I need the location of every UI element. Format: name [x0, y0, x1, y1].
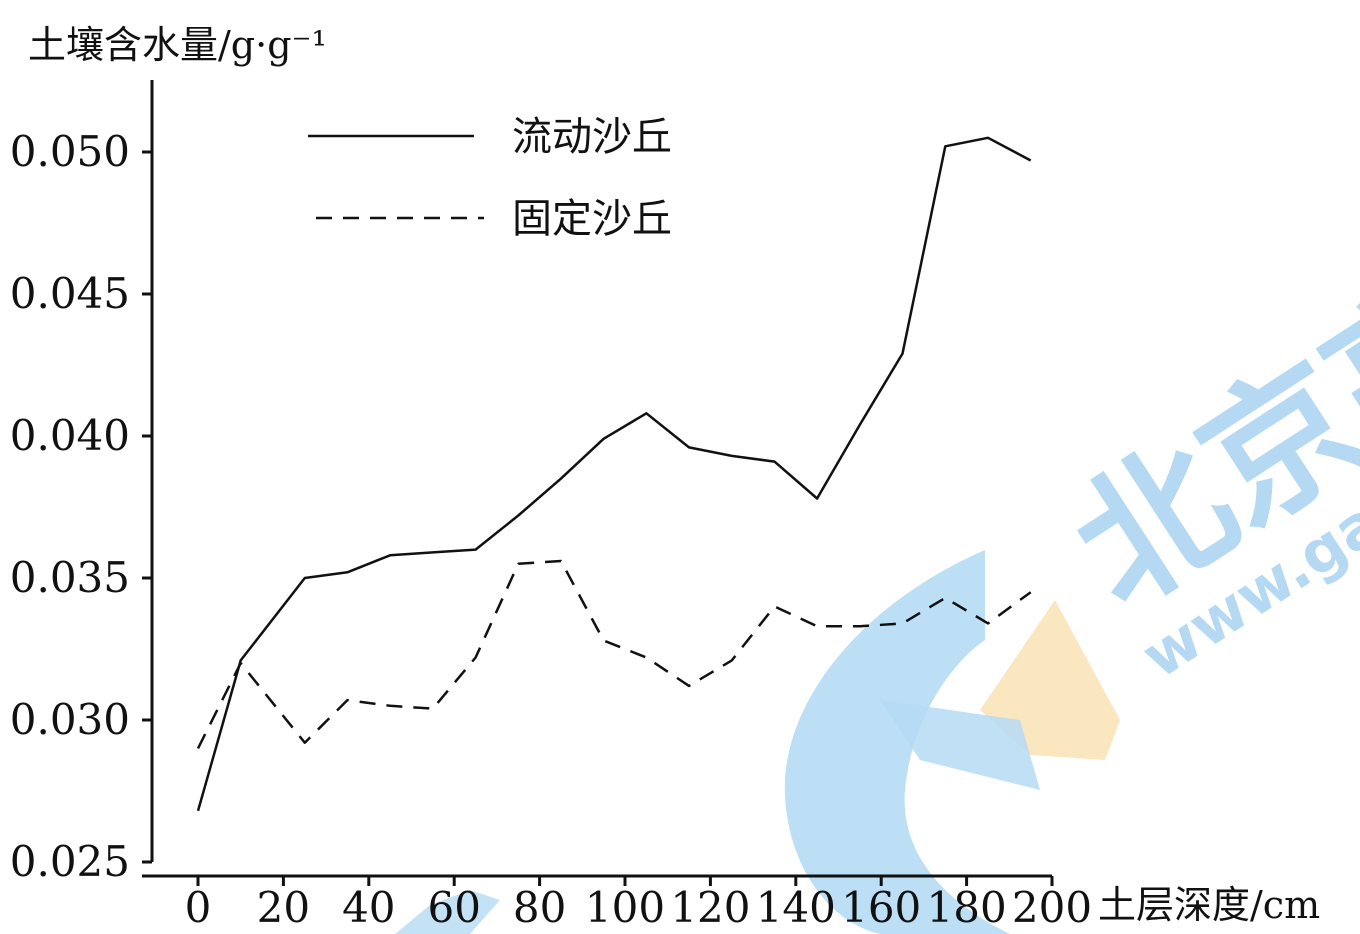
x-tick-label: 120: [670, 883, 750, 932]
y-tick-label: 0.045: [10, 269, 130, 318]
x-tick-label: 200: [1012, 883, 1092, 932]
legend-label-1: 固定沙丘: [512, 196, 672, 242]
x-tick-label: 160: [841, 883, 921, 932]
watermark-logo-swoosh: [880, 700, 1040, 790]
x-tick-label: 20: [257, 883, 310, 932]
y-axis-title: 土壤含水量/g·g⁻¹: [28, 23, 327, 67]
watermark-logo-g-shape: [784, 550, 1010, 934]
y-tick-label: 0.040: [10, 411, 130, 460]
x-tick-label: 140: [756, 883, 836, 932]
x-ticks: 0 20 40 60 80 100 120 140 160 180 200: [185, 876, 1092, 932]
legend-label-0: 流动沙丘: [512, 114, 672, 160]
series-line-flowing-dune: [196, 136, 1032, 812]
x-tick-label: 40: [342, 883, 395, 932]
series-line-fixed-dune: [196, 559, 1032, 749]
x-tick-label: 100: [585, 883, 665, 932]
x-tick-label: 0: [185, 883, 212, 932]
legend: 流动沙丘 固定沙丘: [308, 114, 672, 242]
y-tick-label: 0.030: [10, 695, 130, 744]
y-ticks: 0.025 0.030 0.035 0.040 0.045 0.050: [10, 127, 152, 886]
x-tick-label: 60: [427, 883, 480, 932]
x-axis-title: 土层深度/cm: [1098, 883, 1320, 927]
y-tick-label: 0.035: [10, 553, 130, 602]
y-tick-label: 0.025: [10, 837, 130, 886]
x-tick-label: 80: [513, 883, 566, 932]
x-tick-label: 180: [927, 883, 1007, 932]
y-tick-label: 0.050: [10, 127, 130, 176]
watermark-fragment-bottom: [395, 890, 500, 934]
